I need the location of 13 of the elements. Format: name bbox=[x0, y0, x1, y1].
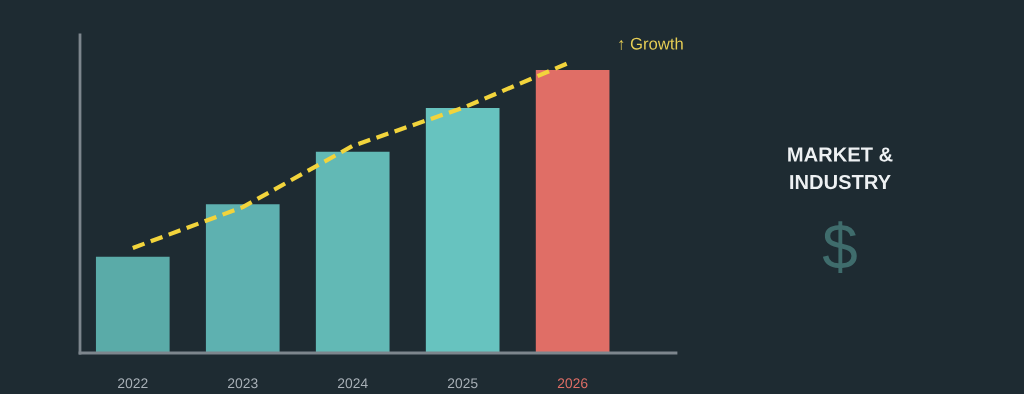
bar bbox=[205, 204, 280, 353]
bar bbox=[425, 107, 500, 353]
bar bbox=[315, 151, 390, 353]
annotation: ↑ Growth bbox=[619, 37, 683, 50]
bar bbox=[95, 256, 170, 353]
x-tick-label: 2025 bbox=[447, 378, 478, 389]
x-tick-label: 2024 bbox=[337, 378, 368, 389]
bar bbox=[535, 70, 610, 353]
text: $ bbox=[822, 221, 857, 273]
x-tick-label: 2023 bbox=[228, 378, 258, 389]
x-tick-label: 2026 bbox=[557, 378, 588, 389]
x-tick-label: 2022 bbox=[118, 378, 148, 389]
text: MARKET & INDUSTRY bbox=[788, 147, 893, 190]
